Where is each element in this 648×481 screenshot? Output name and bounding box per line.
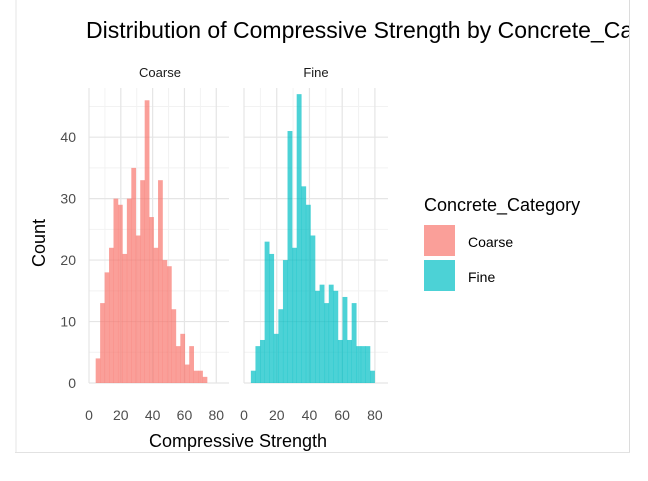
facet-label-fine: Fine <box>303 65 328 80</box>
x-axis-label: Compressive Strength <box>149 431 327 451</box>
legend-title: Concrete_Category <box>424 195 580 216</box>
histogram-bar-coarse <box>166 266 172 383</box>
legend-key-fine <box>424 260 455 291</box>
histogram-bar-fine <box>287 131 293 383</box>
histogram-bar-fine <box>264 241 270 383</box>
x-tick-label: 80 <box>208 407 224 423</box>
histogram-bar-coarse <box>175 346 181 383</box>
legend-label-coarse: Coarse <box>468 234 513 250</box>
legend-key-coarse <box>424 225 455 256</box>
y-tick-label: 20 <box>60 252 76 268</box>
y-tick-label: 30 <box>60 191 76 207</box>
frame-bottom-edge <box>15 452 630 453</box>
histogram-bar-fine <box>260 339 265 383</box>
histogram-bar-coarse <box>149 217 154 383</box>
histogram-bar-fine <box>250 370 256 383</box>
histogram-bar-fine <box>292 247 297 383</box>
x-tick-label: 60 <box>334 407 350 423</box>
histogram-bar-fine <box>282 260 288 383</box>
histogram-bar-fine <box>328 284 334 383</box>
y-tick-label: 0 <box>68 375 76 391</box>
x-tick-label: 20 <box>269 407 285 423</box>
histogram-bar-fine <box>342 296 348 383</box>
chart-title: Distribution of Compressive Strength by … <box>86 17 648 43</box>
histogram-bar-fine <box>273 333 279 383</box>
histogram-bar-coarse <box>135 235 141 383</box>
histogram-bar-coarse <box>158 180 163 383</box>
histogram-bar-fine <box>301 186 307 383</box>
histogram-bar-fine <box>310 235 316 383</box>
histogram-bar-fine <box>347 339 352 383</box>
histogram-bar-coarse <box>171 309 177 383</box>
histogram-bar-coarse <box>122 253 128 383</box>
histogram-bar-coarse <box>144 100 150 384</box>
histogram-bar-fine <box>337 339 343 383</box>
frame-left-edge <box>15 0 17 452</box>
histogram-bar-fine <box>319 284 325 383</box>
frame-right-edge <box>629 0 630 452</box>
x-tick-label: 40 <box>145 407 161 423</box>
histogram-bar-coarse <box>189 346 194 383</box>
x-tick-label: 0 <box>85 407 93 423</box>
x-tick-label: 40 <box>302 407 318 423</box>
axes: 0 20 40 60 80 0 20 40 60 80 0 10 20 30 40 <box>60 129 382 423</box>
histogram-bar-coarse <box>193 370 199 383</box>
x-tick-label: 80 <box>367 407 383 423</box>
histogram-bar-coarse <box>100 303 105 383</box>
histogram-bar-fine <box>278 309 284 383</box>
histogram-bar-coarse <box>140 180 145 383</box>
legend-label-fine: Fine <box>468 269 495 285</box>
histogram-bar-coarse <box>184 364 190 383</box>
histogram-bar-coarse <box>131 167 137 383</box>
facet-label-coarse: Coarse <box>139 65 181 80</box>
histogram-bar-fine <box>360 346 366 383</box>
histogram-bar-coarse <box>109 247 114 383</box>
histogram-bar-coarse <box>198 370 203 383</box>
histogram-bar-coarse <box>202 376 208 383</box>
histogram-bar-fine <box>351 303 357 383</box>
histogram-bar-fine <box>315 290 320 383</box>
histogram-bar-coarse <box>104 272 110 383</box>
histogram-bar-fine <box>255 346 261 383</box>
histogram-bar-coarse <box>162 260 168 383</box>
histogram-bar-fine <box>356 346 362 383</box>
y-tick-label: 10 <box>60 314 76 330</box>
histogram-bar-coarse <box>126 198 132 383</box>
histogram-bar-coarse <box>180 333 186 383</box>
x-tick-label: 0 <box>240 407 248 423</box>
histogram-bar-fine <box>333 290 339 383</box>
histogram-bars <box>95 94 375 384</box>
histogram-bar-fine <box>324 303 330 383</box>
histogram-bar-coarse <box>153 247 159 383</box>
y-tick-label: 40 <box>60 129 76 145</box>
histogram-bar-coarse <box>117 204 123 383</box>
x-tick-label: 20 <box>113 407 129 423</box>
histogram-bar-fine <box>305 204 311 383</box>
histogram-bar-coarse <box>95 358 101 383</box>
x-tick-label: 60 <box>177 407 193 423</box>
histogram-bar-fine <box>365 346 371 383</box>
y-axis-label: Count <box>29 219 49 267</box>
histogram-bar-fine <box>370 370 375 383</box>
histogram-bar-fine <box>296 94 302 383</box>
histogram-bar-fine <box>269 253 275 383</box>
histogram-bar-coarse <box>113 198 119 383</box>
